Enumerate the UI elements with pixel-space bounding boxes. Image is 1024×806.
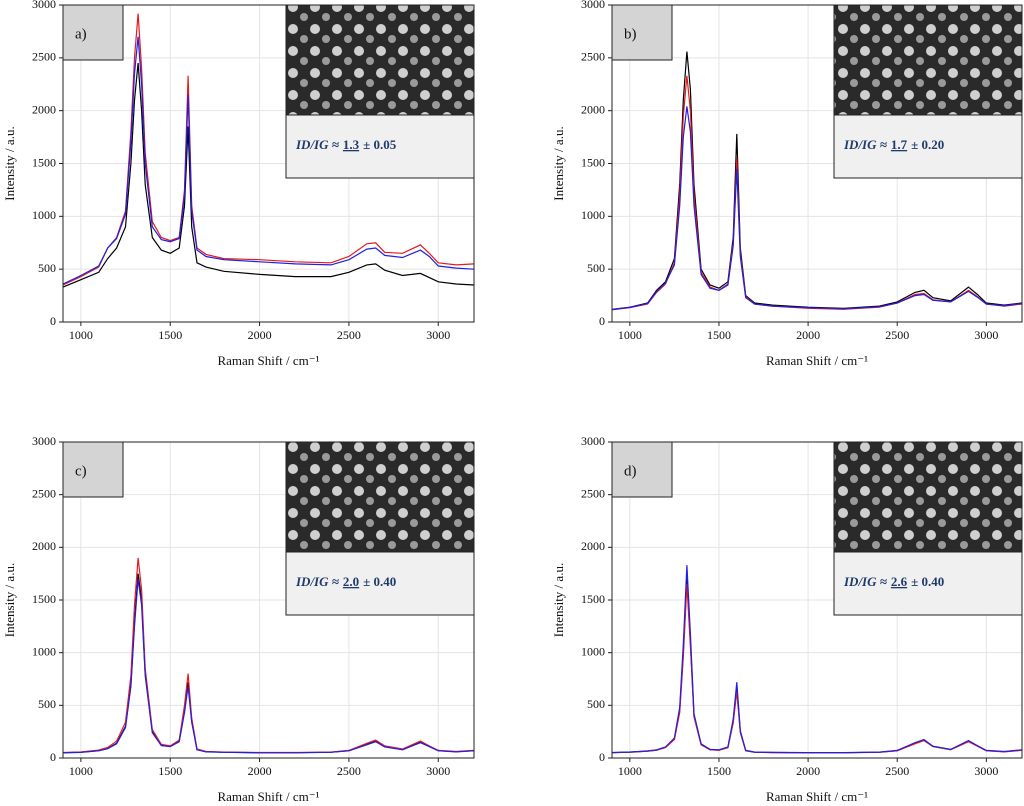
x-axis-label: Raman Shift / cm⁻¹ (766, 789, 868, 804)
panel-label: a) (75, 26, 87, 42)
y-tick-label: 1000 (32, 644, 56, 658)
panel-label: b) (624, 26, 637, 42)
panel-label-box (611, 441, 673, 498)
y-tick-label: 500 (587, 697, 605, 711)
y-tick-label: 1000 (581, 644, 605, 658)
x-axis-label: Raman Shift / cm⁻¹ (766, 353, 868, 368)
panel-label-box (611, 4, 673, 61)
ratio-error: ± 0.20 (911, 137, 944, 152)
x-tick-label: 1000 (618, 328, 642, 342)
ratio-box (285, 551, 475, 616)
y-tick-label: 1000 (32, 208, 56, 222)
x-tick-label: 1500 (707, 764, 731, 778)
x-tick-label: 1000 (69, 764, 93, 778)
y-axis-label: Intensity / a.u. (551, 563, 566, 637)
ratio-box (833, 114, 1023, 179)
y-tick-label: 3000 (32, 434, 56, 448)
x-tick-label: 2500 (885, 764, 909, 778)
spectrum-line (611, 565, 1023, 754)
ratio-value: 2.0 (343, 574, 359, 589)
y-tick-label: 3000 (581, 0, 605, 11)
y-tick-label: 1500 (32, 592, 56, 606)
y-tick-label: 500 (38, 697, 56, 711)
y-axis-label: Intensity / a.u. (2, 563, 17, 637)
x-tick-label: 1500 (707, 328, 731, 342)
x-tick-label: 2000 (796, 764, 820, 778)
y-tick-label: 1500 (581, 155, 605, 169)
spectrum-line (611, 106, 1023, 311)
ratio-label: ID/IG ≈ (295, 574, 340, 589)
y-tick-label: 0 (599, 750, 605, 764)
panel-label: c) (75, 463, 87, 479)
spectrum-line (62, 36, 475, 285)
y-tick-label: 2000 (32, 102, 56, 116)
x-tick-label: 1500 (158, 764, 182, 778)
y-tick-label: 1500 (581, 592, 605, 606)
x-tick-label: 1000 (618, 764, 642, 778)
ratio-error: ± 0.40 (363, 574, 396, 589)
spectrum-line (62, 578, 475, 754)
x-tick-label: 2500 (337, 328, 361, 342)
sem-image (285, 441, 475, 553)
ratio-label: ID/IG ≈ (843, 137, 888, 152)
y-tick-label: 3000 (32, 0, 56, 11)
ratio-text: ID/IG ≈1.7 ± 0.20 (843, 137, 944, 152)
y-axis-label: Intensity / a.u. (2, 126, 17, 200)
x-tick-label: 3000 (974, 328, 998, 342)
x-tick-label: 2500 (337, 764, 361, 778)
y-tick-label: 3000 (581, 434, 605, 448)
ratio-error: ± 0.05 (363, 137, 397, 152)
y-tick-label: 500 (587, 261, 605, 275)
y-tick-label: 500 (38, 261, 56, 275)
ratio-error: ± 0.40 (911, 574, 944, 589)
ratio-text: ID/IG ≈1.3 ± 0.05 (295, 137, 397, 152)
y-tick-label: 0 (50, 750, 56, 764)
x-tick-label: 2000 (248, 328, 272, 342)
y-tick-label: 2000 (581, 539, 605, 553)
y-axis-label: Intensity / a.u. (551, 126, 566, 200)
y-tick-label: 2500 (581, 50, 605, 64)
y-tick-label: 2500 (581, 486, 605, 500)
ratio-label: ID/IG ≈ (295, 137, 340, 152)
ratio-box (285, 114, 475, 179)
ratio-label: ID/IG ≈ (843, 574, 888, 589)
x-tick-label: 3000 (426, 764, 450, 778)
panel-label: d) (624, 463, 637, 479)
ratio-value: 1.3 (343, 137, 360, 152)
y-tick-label: 2000 (581, 102, 605, 116)
x-axis-label: Raman Shift / cm⁻¹ (217, 789, 319, 804)
y-tick-label: 2500 (32, 486, 56, 500)
y-tick-label: 0 (50, 314, 56, 328)
sem-image (285, 4, 475, 116)
spectrum-line (62, 63, 475, 288)
x-axis-label: Raman Shift / cm⁻¹ (217, 353, 319, 368)
ratio-value: 2.6 (891, 574, 908, 589)
sem-image (833, 4, 1023, 116)
x-tick-label: 2000 (796, 328, 820, 342)
y-tick-label: 2500 (32, 50, 56, 64)
x-tick-label: 2500 (885, 328, 909, 342)
x-tick-label: 2000 (248, 764, 272, 778)
y-tick-label: 0 (599, 314, 605, 328)
y-tick-label: 2000 (32, 539, 56, 553)
y-tick-label: 1000 (581, 208, 605, 222)
y-tick-label: 1500 (32, 155, 56, 169)
ratio-text: ID/IG ≈2.0 ± 0.40 (295, 574, 396, 589)
x-tick-label: 3000 (974, 764, 998, 778)
x-tick-label: 1000 (69, 328, 93, 342)
ratio-box (833, 551, 1023, 616)
panel-label-box (62, 441, 124, 498)
spectrum-line (62, 557, 475, 754)
x-tick-label: 1500 (158, 328, 182, 342)
sem-image (833, 441, 1023, 553)
ratio-text: ID/IG ≈2.6 ± 0.40 (843, 574, 944, 589)
x-tick-label: 3000 (426, 328, 450, 342)
ratio-value: 1.7 (891, 137, 908, 152)
panel-label-box (62, 4, 124, 61)
